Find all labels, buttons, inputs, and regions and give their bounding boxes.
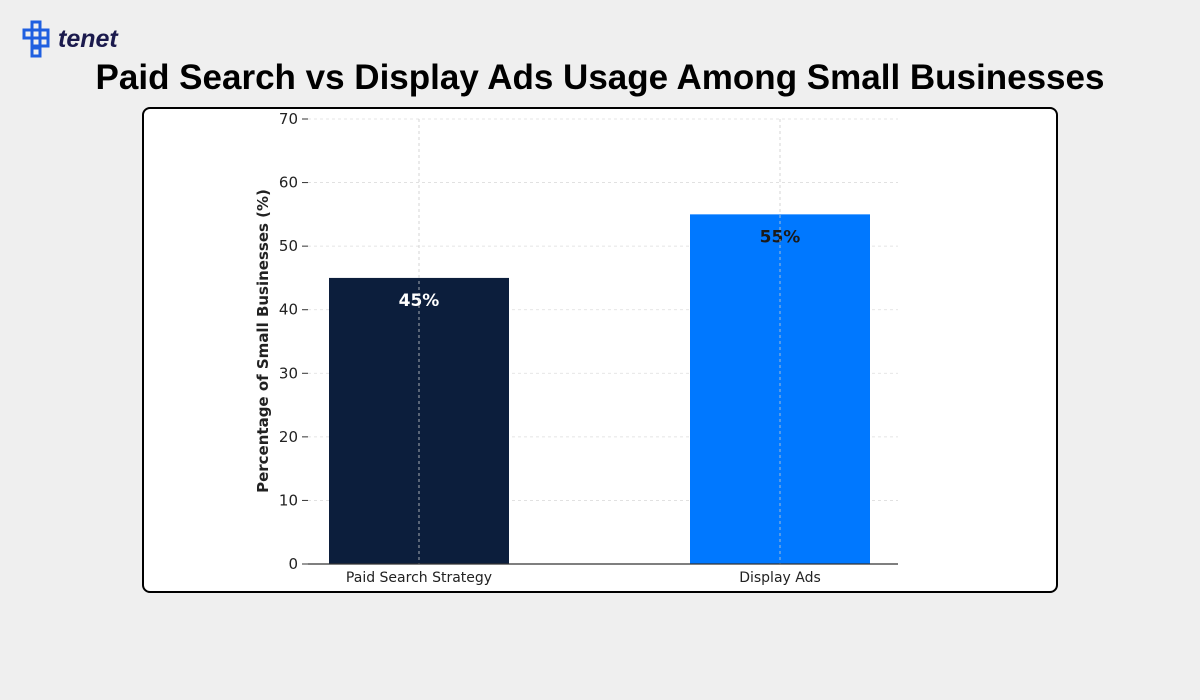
chart-title: Paid Search vs Display Ads Usage Among S… [95, 58, 1105, 97]
tenet-logo-text: tenet [58, 24, 118, 53]
y-tick-label: 50 [279, 237, 298, 255]
y-tick-label: 30 [279, 364, 298, 382]
y-tick-label: 0 [288, 555, 298, 573]
data-label: 55% [760, 227, 801, 247]
x-tick-label: Paid Search Strategy [346, 570, 492, 586]
y-tick-label: 20 [279, 428, 298, 446]
tenet-logo-icon [22, 20, 50, 58]
y-tick-label: 40 [279, 301, 298, 319]
y-tick-label: 70 [279, 110, 298, 128]
y-tick-label: 60 [279, 174, 298, 192]
chart-card [142, 107, 1058, 593]
x-tick-label: Display Ads [739, 570, 821, 586]
tenet-logo: tenet [20, 20, 118, 58]
y-axis-label: Percentage of Small Businesses (%) [254, 189, 272, 493]
y-tick-label: 10 [279, 491, 298, 509]
